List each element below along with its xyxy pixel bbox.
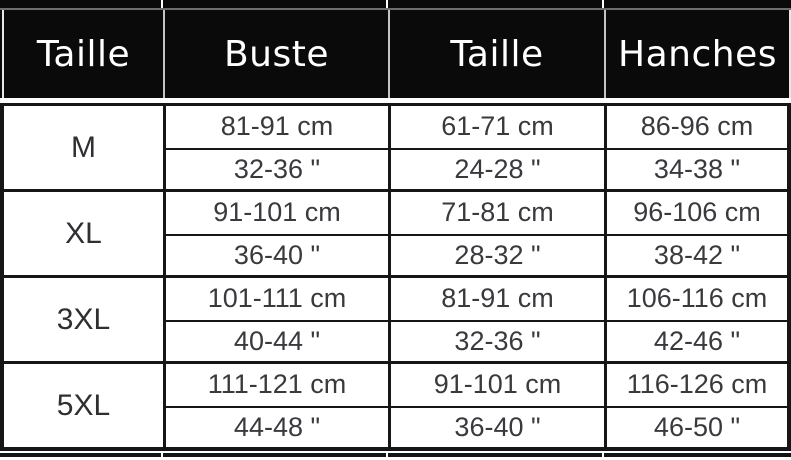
hips-cm-value: 86-96 cm (604, 106, 787, 148)
table-row-3xl: 3XL 101-111 cm 40-44 " 81-91 cm 32-36 " … (4, 275, 787, 361)
waist-in-value: 36-40 " (388, 405, 604, 447)
cutoff-row-above (0, 0, 791, 8)
header-cell-hips: Hanches (604, 10, 791, 98)
hips-in-value: 46-50 " (604, 405, 787, 447)
cutoff-segment (0, 0, 161, 8)
size-label: M (4, 106, 163, 189)
bust-cm-value: 101-111 cm (163, 278, 388, 320)
bottom-gap (0, 451, 791, 453)
bust-in-value: 36-40 " (163, 233, 388, 275)
hips-in-value: 42-46 " (604, 319, 787, 361)
table-row-m: M 81-91 cm 32-36 " 61-71 cm 24-28 " 86-9… (4, 106, 787, 189)
bust-in-value: 44-48 " (163, 405, 388, 447)
bust-in-value: 40-44 " (163, 319, 388, 361)
cutoff-segment (163, 0, 386, 8)
hips-in-value: 38-42 " (604, 233, 787, 275)
header-cell-bust: Buste (163, 10, 388, 98)
header-cell-waist: Taille (388, 10, 604, 98)
hips-cm-value: 116-126 cm (604, 364, 787, 406)
table-row-5xl: 5XL 111-121 cm 44-48 " 91-101 cm 36-40 "… (4, 361, 787, 447)
header-gap (0, 98, 791, 103)
size-label: 5XL (4, 364, 163, 447)
cutoff-segment (388, 453, 602, 457)
bust-cm-value: 91-101 cm (163, 192, 388, 234)
waist-in-value: 24-28 " (388, 147, 604, 189)
waist-in-value: 32-36 " (388, 319, 604, 361)
size-label: XL (4, 192, 163, 275)
bust-in-value: 32-36 " (163, 147, 388, 189)
waist-cm-value: 71-81 cm (388, 192, 604, 234)
waist-cm-value: 91-101 cm (388, 364, 604, 406)
waist-in-value: 28-32 " (388, 233, 604, 275)
divider-line (0, 8, 791, 10)
hips-cm-value: 96-106 cm (604, 192, 787, 234)
hips-cm-value: 106-116 cm (604, 278, 787, 320)
cutoff-segment (0, 453, 161, 457)
table-body: M 81-91 cm 32-36 " 61-71 cm 24-28 " 86-9… (0, 103, 791, 451)
cutoff-segment (604, 0, 791, 8)
size-label: 3XL (4, 278, 163, 361)
bust-cm-value: 81-91 cm (163, 106, 388, 148)
table-row-xl: XL 91-101 cm 36-40 " 71-81 cm 28-32 " 96… (4, 189, 787, 275)
cutoff-segment (604, 453, 791, 457)
header-cell-size: Taille (2, 10, 163, 98)
hips-in-value: 34-38 " (604, 147, 787, 189)
cutoff-segment (388, 0, 602, 8)
waist-cm-value: 61-71 cm (388, 106, 604, 148)
table-header-row: Taille Buste Taille Hanches (0, 10, 791, 98)
cutoff-segment (163, 453, 386, 457)
waist-cm-value: 81-91 cm (388, 278, 604, 320)
cutoff-row-below (0, 453, 791, 457)
bust-cm-value: 111-121 cm (163, 364, 388, 406)
